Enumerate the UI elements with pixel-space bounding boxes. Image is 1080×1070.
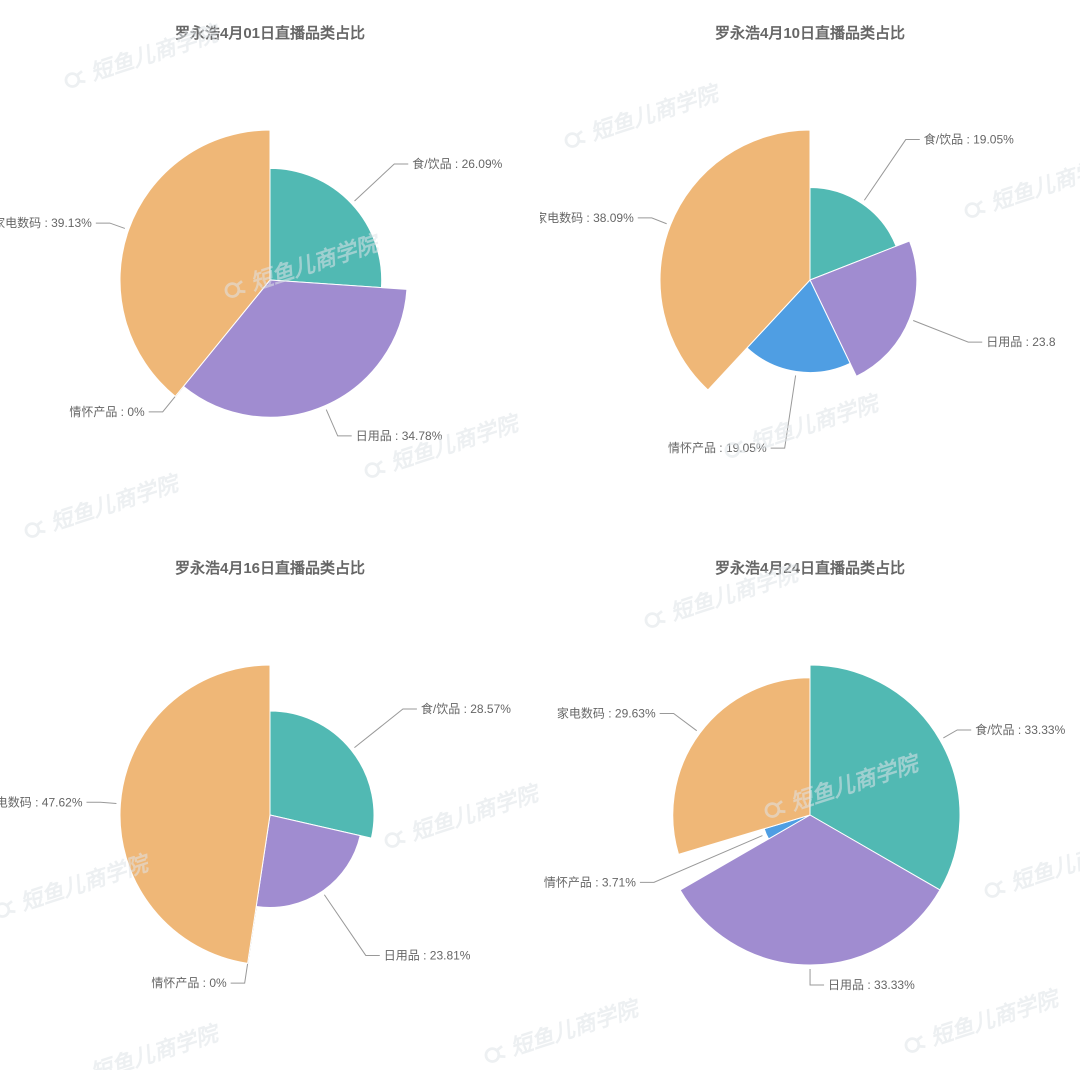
leader-daily_goods [324, 895, 379, 956]
slice-label-electronics: 家电数码 : 29.63% [557, 705, 656, 720]
slice-label-daily_goods: 日用品 : 34.78% [356, 429, 443, 443]
leader-daily_goods [810, 969, 824, 985]
slice-label-food_drink: 食/饮品 : 19.05% [924, 132, 1014, 147]
leader-food_drink [864, 140, 919, 201]
slice-label-food_drink: 食/饮品 : 26.09% [412, 156, 502, 171]
leader-electronics [96, 223, 125, 228]
slice-label-nostalgia: 情怀产品 : 0% [69, 405, 145, 419]
leader-electronics [638, 218, 667, 224]
leader-nostalgia [771, 375, 796, 448]
rose-pie-apr16: 食/饮品 : 28.57% 日用品 : 23.81% 情怀产品 : 0% 家电数码 :… [0, 535, 540, 1070]
panel-apr24: 罗永浩4月24日直播品类占比 食/饮品 : 33.33%日用品 : 33.33%… [540, 535, 1080, 1070]
slice-label-daily_goods: 日用品 : 33.33% [828, 978, 915, 992]
slice-label-nostalgia: 情怀产品 : 19.05% [668, 441, 767, 455]
leader-food_drink [355, 164, 409, 201]
slice-label-daily_goods: 日用品 : 23.8 [986, 335, 1056, 349]
leader-food_drink [354, 709, 416, 748]
slice-label-food_drink: 食/饮品 : 33.33% [975, 722, 1065, 737]
leader-daily_goods [913, 321, 982, 343]
slice-electronics [120, 665, 270, 963]
leader-food_drink [943, 730, 971, 738]
leader-electronics [86, 802, 116, 803]
rose-pie-apr10: 食/饮品 : 19.05% 日用品 : 23.8 情怀产品 : 19.05% 家电数码… [540, 0, 1080, 535]
slice-food_drink [270, 168, 382, 287]
rose-pie-apr01: 食/饮品 : 26.09% 日用品 : 34.78% 情怀产品 : 0% 家电数码 :… [0, 0, 540, 535]
slice-label-electronics: 家电数码 : 47.62% [0, 794, 83, 809]
panel-apr16: 罗永浩4月16日直播品类占比 食/饮品 : 28.57%日用品 : 23.81%… [0, 535, 540, 1070]
leader-electronics [660, 713, 697, 730]
charts-grid: 罗永浩4月01日直播品类占比 食/饮品 : 26.09%日用品 : 34.78%… [0, 0, 1080, 1070]
rose-pie-apr24: 食/饮品 : 33.33% 日用品 : 33.33% 情怀产品 : 3.71% 家电数… [540, 535, 1080, 1070]
leader-daily_goods [326, 410, 351, 436]
panel-apr10: 罗永浩4月10日直播品类占比 食/饮品 : 19.05%日用品 : 23.8情怀… [540, 0, 1080, 535]
slice-label-nostalgia: 情怀产品 : 0% [151, 976, 227, 990]
panel-apr01: 罗永浩4月01日直播品类占比 食/饮品 : 26.09%日用品 : 34.78%… [0, 0, 540, 535]
slice-label-food_drink: 食/饮品 : 28.57% [421, 701, 511, 716]
slice-label-electronics: 家电数码 : 38.09% [540, 210, 634, 225]
slice-label-daily_goods: 日用品 : 23.81% [384, 948, 471, 962]
slice-label-nostalgia: 情怀产品 : 3.71% [544, 875, 636, 889]
slice-label-electronics: 家电数码 : 39.13% [0, 215, 92, 230]
